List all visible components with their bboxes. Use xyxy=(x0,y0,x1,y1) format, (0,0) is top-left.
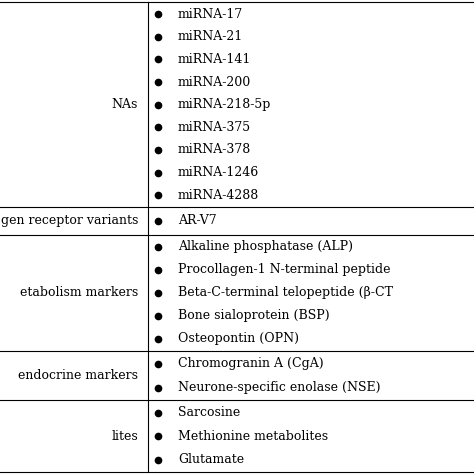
Text: miRNA-4288: miRNA-4288 xyxy=(178,189,259,202)
Text: Osteopontin (OPN): Osteopontin (OPN) xyxy=(178,332,299,345)
Text: miRNA-200: miRNA-200 xyxy=(178,75,251,89)
Text: Procollagen-1 N-terminal peptide: Procollagen-1 N-terminal peptide xyxy=(178,263,391,276)
Text: Beta-C-terminal telopeptide (β-CT: Beta-C-terminal telopeptide (β-CT xyxy=(178,286,393,299)
Text: Chromogranin A (CgA): Chromogranin A (CgA) xyxy=(178,357,324,370)
Text: miRNA-375: miRNA-375 xyxy=(178,121,251,134)
Text: miRNA-218-5p: miRNA-218-5p xyxy=(178,98,272,111)
Text: miRNA-378: miRNA-378 xyxy=(178,144,251,156)
Text: AR-V7: AR-V7 xyxy=(178,214,217,228)
Text: Glutamate: Glutamate xyxy=(178,453,244,466)
Text: miRNA-141: miRNA-141 xyxy=(178,53,251,66)
Text: miRNA-17: miRNA-17 xyxy=(178,8,243,20)
Text: miRNA-21: miRNA-21 xyxy=(178,30,243,43)
Text: Methionine metabolites: Methionine metabolites xyxy=(178,429,328,443)
Text: Alkaline phosphatase (ALP): Alkaline phosphatase (ALP) xyxy=(178,240,353,253)
Text: NAs: NAs xyxy=(111,98,138,111)
Text: Sarcosine: Sarcosine xyxy=(178,406,240,419)
Text: etabolism markers: etabolism markers xyxy=(20,286,138,299)
Text: lites: lites xyxy=(111,429,138,443)
Text: miRNA-1246: miRNA-1246 xyxy=(178,166,259,179)
Text: Neurone-specific enolase (NSE): Neurone-specific enolase (NSE) xyxy=(178,381,381,394)
Text: endocrine markers: endocrine markers xyxy=(18,369,138,382)
Text: gen receptor variants: gen receptor variants xyxy=(0,214,138,228)
Text: Bone sialoprotein (BSP): Bone sialoprotein (BSP) xyxy=(178,309,329,322)
